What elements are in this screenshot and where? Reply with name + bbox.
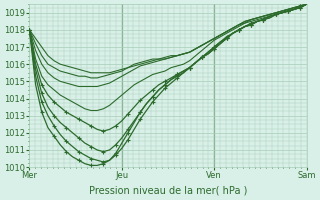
X-axis label: Pression niveau de la mer( hPa ): Pression niveau de la mer( hPa ) (89, 186, 247, 196)
